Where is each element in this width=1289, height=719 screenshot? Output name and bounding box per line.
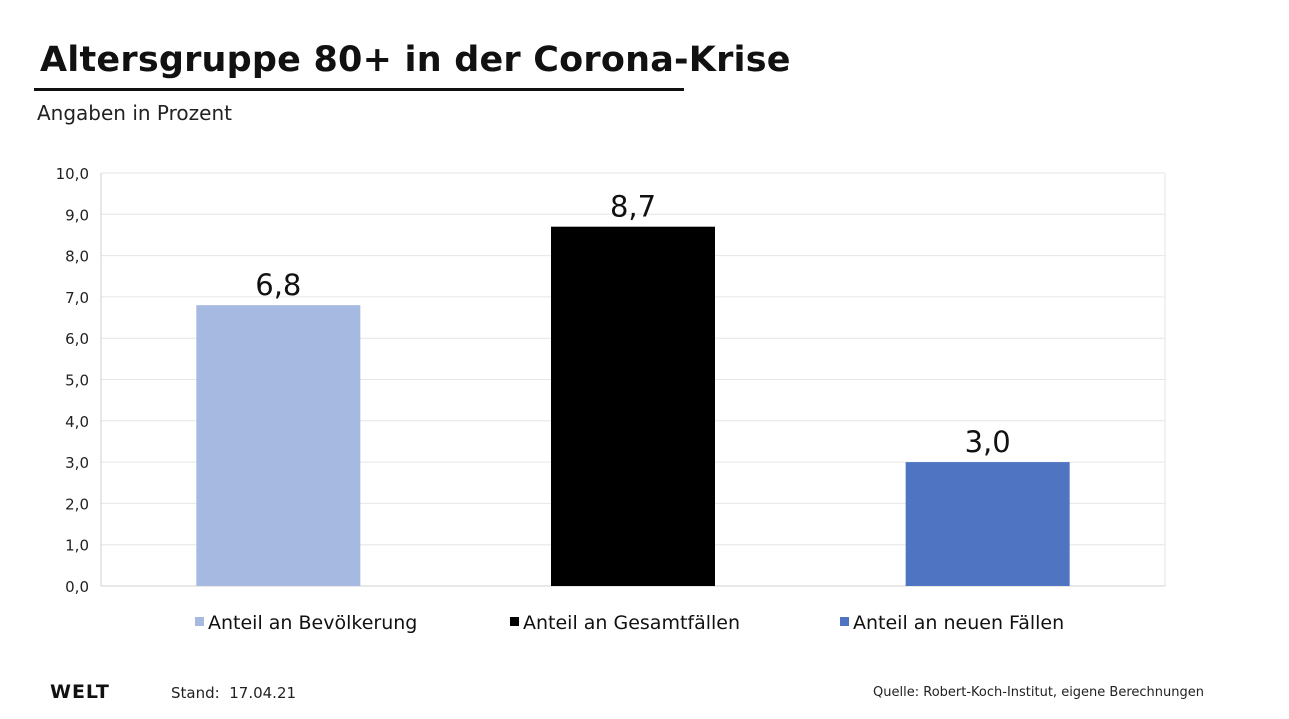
y-tick-label: 9,0 (65, 206, 89, 224)
y-tick-label: 5,0 (65, 372, 89, 390)
legend-swatch (195, 617, 204, 626)
title-underline (34, 88, 684, 91)
stand-date: Stand: 17.04.21 (171, 684, 296, 702)
y-tick-label: 2,0 (65, 495, 89, 513)
data-label: 6,8 (255, 268, 301, 302)
welt-logo: WELT (50, 681, 110, 703)
y-tick-label: 6,0 (65, 330, 89, 348)
source-note: Quelle: Robert-Koch-Institut, eigene Ber… (873, 685, 1204, 700)
legend-label: Anteil an Bevölkerung (208, 612, 417, 634)
data-label: 8,7 (610, 190, 656, 224)
bar (196, 305, 361, 586)
bar (905, 462, 1070, 586)
stand-value: 17.04.21 (229, 684, 297, 702)
y-tick-label: 7,0 (65, 289, 89, 307)
y-tick-label: 4,0 (65, 413, 89, 431)
y-tick-label: 3,0 (65, 454, 89, 472)
y-tick-label: 1,0 (65, 537, 89, 555)
y-tick-label: 0,0 (65, 578, 89, 596)
legend-swatch (510, 617, 519, 626)
bar (551, 226, 715, 586)
legend-label: Anteil an neuen Fällen (853, 612, 1064, 634)
y-tick-label: 8,0 (65, 248, 89, 266)
chart-subtitle: Angaben in Prozent (37, 101, 232, 125)
y-tick-label: 10,0 (56, 165, 89, 183)
chart-title: Altersgruppe 80+ in der Corona-Krise (40, 40, 791, 80)
legend-label: Anteil an Gesamtfällen (523, 612, 740, 634)
data-label: 3,0 (965, 425, 1011, 459)
stand-label: Stand: (171, 684, 220, 702)
legend-swatch (840, 617, 849, 626)
